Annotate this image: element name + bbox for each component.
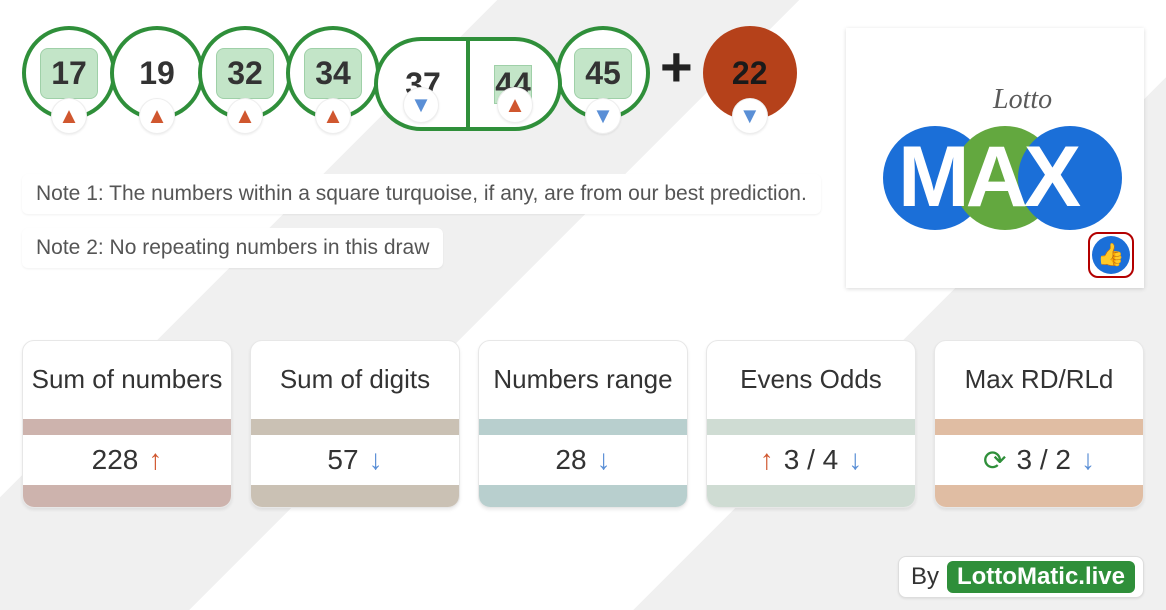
ball-number: 45 (574, 48, 632, 99)
card-evens-odds: Evens Odds ↑ 3 / 4 ↓ (706, 340, 916, 508)
card-value: ↑ 3 / 4 ↓ (707, 435, 915, 485)
card-title: Numbers range (479, 341, 687, 419)
ball-3: 32 ▲ (198, 26, 292, 134)
card-title: Sum of digits (251, 341, 459, 419)
card-bar (479, 485, 687, 507)
trend-up-icon: ▲ (315, 98, 351, 134)
card-title: Evens Odds (707, 341, 915, 419)
trend-down-icon: ↓ (1081, 444, 1095, 476)
note-2: Note 2: No repeating numbers in this dra… (22, 228, 443, 268)
stats-row: Sum of numbers 228 ↑ Sum of digits 57 ↓ … (22, 340, 1144, 508)
card-sum-numbers: Sum of numbers 228 ↑ (22, 340, 232, 508)
svg-text:Lotto: Lotto (992, 84, 1052, 115)
ball-7: 45 ▼ (556, 26, 650, 134)
card-bar (935, 419, 1143, 435)
svg-text:MAX: MAX (898, 129, 1081, 225)
trend-down-icon: ▼ (403, 87, 439, 123)
trend-down-icon: ▼ (732, 98, 768, 134)
card-bar (251, 485, 459, 507)
trend-down-icon: ↓ (597, 444, 611, 476)
ball-pill: 37 44 ▼ ▲ (374, 37, 562, 123)
trend-up-icon: ▲ (497, 87, 533, 123)
card-bar (23, 419, 231, 435)
ball-1: 17 ▲ (22, 26, 116, 134)
trend-up-icon: ▲ (51, 98, 87, 134)
card-value: 28 ↓ (479, 435, 687, 485)
ball-number: 22 (732, 55, 768, 92)
card-max-rd-rld: Max RD/RLd ⟳ 3 / 2 ↓ (934, 340, 1144, 508)
card-bar (707, 419, 915, 435)
card-title: Sum of numbers (23, 341, 231, 419)
ball-number: 17 (40, 48, 98, 99)
card-title: Max RD/RLd (935, 341, 1143, 419)
trend-up-icon: ▲ (227, 98, 263, 134)
plus-sign: + (660, 34, 693, 99)
ball-number: 32 (216, 48, 274, 99)
ball-number: 19 (139, 55, 175, 92)
trend-up-icon: ▲ (139, 98, 175, 134)
footer-attribution: By LottoMatic.live (898, 556, 1144, 598)
card-sum-digits: Sum of digits 57 ↓ (250, 340, 460, 508)
ball-4: 34 ▲ (286, 26, 380, 134)
card-bar (479, 419, 687, 435)
thumbs-up-icon: 👍 (1092, 236, 1130, 274)
refresh-icon: ⟳ (983, 444, 1006, 477)
trend-up-icon: ↑ (148, 444, 162, 476)
footer-by: By (911, 563, 939, 591)
card-bar (707, 485, 915, 507)
footer-site-badge[interactable]: LottoMatic.live (947, 561, 1135, 593)
trend-down-icon: ↓ (369, 444, 383, 476)
trend-down-icon: ▼ (585, 98, 621, 134)
ball-number: 34 (304, 48, 362, 99)
bonus-ball: 22 ▼ (703, 26, 797, 134)
card-bar (935, 485, 1143, 507)
ball-2: 19 ▲ (110, 26, 204, 134)
card-numbers-range: Numbers range 28 ↓ (478, 340, 688, 508)
card-bar (23, 485, 231, 507)
lotto-max-logo: Lotto MAX 👍 (846, 28, 1144, 288)
card-value: 57 ↓ (251, 435, 459, 485)
trend-up-icon: ↑ (760, 444, 774, 476)
like-button[interactable]: 👍 (1088, 232, 1134, 278)
note-1: Note 1: The numbers within a square turq… (22, 174, 821, 214)
card-value: 228 ↑ (23, 435, 231, 485)
trend-down-icon: ↓ (848, 444, 862, 476)
lotto-max-logo-svg: Lotto MAX (865, 68, 1125, 248)
card-bar (251, 419, 459, 435)
card-value: ⟳ 3 / 2 ↓ (935, 435, 1143, 485)
